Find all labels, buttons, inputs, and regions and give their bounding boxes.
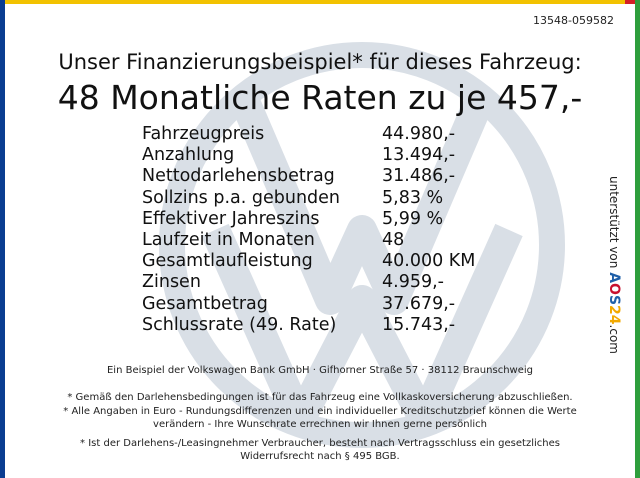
row-value: 13.494,- [382, 145, 456, 166]
row-value: 31.486,- [382, 166, 456, 187]
row-label: Fahrzeugpreis [142, 124, 265, 144]
footnote-withdrawal: * Ist der Darlehens-/Leasingnehmer Verbr… [80, 438, 560, 462]
reference-number: 13548-059582 [533, 14, 614, 27]
table-row: Gesamtlaufleistung 40.000 KM [142, 251, 512, 272]
row-value: 5,99 % [382, 208, 444, 229]
table-row: Laufzeit in Monaten 48 [142, 230, 512, 251]
monthly-rate-title: 48 Monatliche Raten zu je 457,- [57, 78, 583, 117]
frame-top-stripe [5, 0, 625, 4]
row-label: Gesamtlaufleistung [142, 251, 313, 272]
row-value: 44.980,- [382, 124, 456, 144]
row-value: 5,83 % [382, 187, 444, 208]
row-label: Nettodarlehensbetrag [142, 166, 335, 187]
row-value: 40.000 KM [382, 251, 476, 272]
table-row: Nettodarlehensbetrag 31.486,- [142, 166, 512, 187]
row-value: 37.679,- [382, 293, 456, 314]
row-label: Zinsen [142, 272, 201, 293]
footnote-rounding: * Alle Angaben in Euro - Rundungsdiffere… [63, 406, 577, 430]
table-row: Fahrzeugpreis 44.980,- [142, 124, 512, 145]
row-label: Effektiver Jahreszins [142, 208, 320, 229]
table-row: Schlussrate (49. Rate) 15.743,- [142, 315, 512, 336]
row-label: Anzahlung [142, 145, 235, 166]
headline: Unser Finanzierungsbeispiel* für dieses … [58, 50, 582, 74]
bank-info: Ein Beispiel der Volkswagen Bank GmbH · … [106, 365, 533, 376]
finance-table: Fahrzeugpreis 44.980,- Anzahlung 13.494,… [142, 124, 512, 336]
frame-left-stripe [0, 0, 5, 478]
row-value: 15.743,- [382, 314, 456, 335]
frame-right-stripe [635, 0, 640, 478]
row-label: Sollzins p.a. gebunden [142, 187, 341, 208]
row-label: Laufzeit in Monaten [142, 229, 315, 250]
table-row: Effektiver Jahreszins 5,99 % [142, 209, 512, 230]
sponsor-sidebar: unterstützt von AOS24.com [606, 176, 622, 354]
supported-by-text: unterstützt von [607, 176, 621, 269]
aos24-logo: AOS24 [606, 272, 622, 325]
table-row: Gesamtbetrag 37.679,- [142, 294, 512, 315]
row-label: Schlussrate (49. Rate) [142, 314, 337, 335]
table-row: Anzahlung 13.494,- [142, 145, 512, 166]
row-value: 4.959,- [382, 272, 444, 293]
table-row: Sollzins p.a. gebunden 5,83 % [142, 188, 512, 209]
row-label: Gesamtbetrag [142, 293, 268, 314]
footnote-insurance: * Gemäß den Darlehensbedingungen ist für… [67, 392, 573, 403]
logo-domain-suffix: .com [607, 324, 621, 354]
table-row: Zinsen 4.959,- [142, 272, 512, 293]
row-value: 48 [382, 229, 405, 250]
frame-top-red-stripe [625, 0, 635, 4]
